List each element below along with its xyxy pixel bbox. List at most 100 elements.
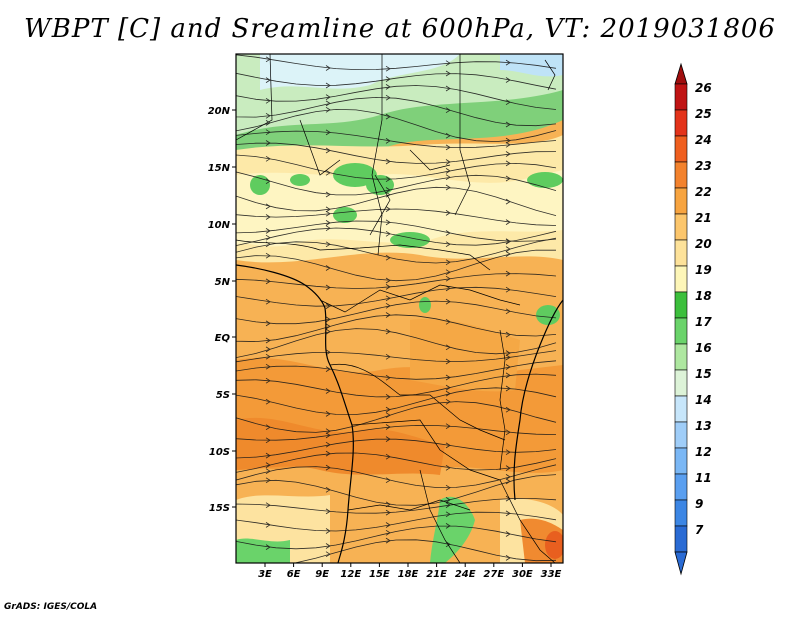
streamline-arrow (445, 541, 451, 548)
streamline-arrow (385, 529, 391, 536)
streamline-arrow (265, 544, 271, 550)
streamline-arrow (505, 465, 511, 471)
streamline-arrow (265, 398, 271, 405)
colorbar-swatch (674, 499, 688, 527)
colorbar-swatch (674, 109, 688, 137)
streamline-arrow (445, 144, 451, 151)
streamline-arrow (385, 191, 391, 198)
colorbar-label: 22 (695, 185, 712, 199)
colorbar-label: 21 (695, 211, 712, 225)
streamline-arrow (325, 388, 331, 394)
map-frame (235, 53, 564, 564)
streamline-arrow (325, 169, 331, 176)
streamline (236, 424, 557, 441)
lon-label: 27E (483, 569, 504, 580)
streamline (236, 525, 557, 550)
lat-label: 20N (208, 106, 231, 117)
streamline (236, 511, 557, 532)
streamline-arrow (445, 442, 451, 449)
wbpt-field (236, 54, 563, 563)
streamline-arrow (385, 477, 391, 484)
streamline-arrow (445, 159, 451, 165)
streamline (236, 186, 557, 216)
streamline-arrow (325, 349, 331, 356)
streamline-arrow (385, 374, 391, 381)
streamline-arrow (505, 350, 511, 356)
streamline-arrow (385, 176, 391, 183)
streamline-arrow (445, 241, 451, 248)
streamline-arrow (445, 358, 451, 365)
colorbar-label: 24 (695, 133, 712, 147)
streamline-arrow (385, 312, 391, 318)
streamline-arrow (325, 441, 331, 448)
streamline-arrow (325, 147, 331, 154)
streamline-arrow (505, 137, 511, 144)
streamline-arrow (505, 364, 511, 370)
streamline-arrow (505, 151, 511, 157)
streamline-arrow (385, 353, 391, 360)
colorbar-label: 13 (695, 419, 712, 433)
streamline (236, 286, 557, 307)
streamline-arrow (325, 486, 331, 493)
streamline-arrow (265, 337, 271, 344)
lat-label: 5N (215, 277, 231, 288)
colorbar-swatch (674, 317, 688, 345)
streamline-arrow (385, 537, 391, 544)
streamline-arrow (325, 129, 331, 136)
streamline-arrow (445, 374, 451, 381)
streamline-arrow (265, 502, 271, 509)
streamline-arrow (325, 100, 331, 107)
streamline-arrow (265, 228, 271, 234)
streamline-arrow (505, 286, 511, 293)
streamline-arrow (325, 191, 331, 198)
streamline-arrow (385, 295, 391, 302)
streamline-arrow (445, 275, 451, 282)
streamline (236, 85, 557, 110)
streamline-arrow (385, 394, 391, 400)
streamline-arrow (325, 206, 331, 213)
colorbar-swatch (674, 161, 688, 189)
streamline-arrow (325, 411, 331, 417)
lon-label: 3E (258, 569, 272, 580)
colorbar-label: 15 (695, 367, 712, 381)
streamline-arrow (325, 450, 331, 457)
streamline-arrow (325, 303, 331, 309)
colorbar-label: 9 (695, 497, 703, 511)
streamline-arrow (265, 468, 271, 475)
streamline (236, 273, 557, 289)
lon-label: 24E (455, 569, 476, 580)
streamline (236, 373, 557, 398)
streamline-arrow (505, 385, 511, 392)
streamline-arrow (325, 106, 331, 113)
streamline-arrow (445, 285, 451, 292)
colorbar-swatch (674, 343, 688, 371)
streamline-arrow (505, 175, 511, 182)
streamline-arrow (265, 437, 271, 444)
colorbar-swatch (674, 291, 688, 319)
streamline-arrow (505, 251, 511, 257)
streamline-arrow (445, 398, 451, 405)
streamline (236, 314, 557, 343)
streamline-arrow (505, 449, 511, 456)
streamline-arrow (265, 452, 271, 459)
lon-label: 30E (512, 569, 533, 580)
streamline-arrow (325, 543, 331, 549)
streamline (236, 171, 557, 196)
streamline (236, 350, 557, 363)
streamline-arrow (325, 323, 331, 330)
streamline-arrow (445, 70, 451, 77)
streamline-arrow (445, 344, 451, 351)
colorbar-swatch (674, 525, 688, 553)
streamline-arrow (325, 265, 331, 271)
streamline-arrow (265, 112, 271, 119)
lat-label: 15S (209, 503, 230, 514)
streamline-arrow (505, 160, 511, 167)
streamline-arrow (505, 331, 511, 338)
streamline-arrow (385, 412, 391, 419)
colorbar-swatch (674, 447, 688, 475)
lon-label: 15E (369, 569, 390, 580)
streamline (236, 438, 557, 459)
lat-label: 5S (216, 390, 230, 401)
streamline-arrow (385, 219, 391, 226)
